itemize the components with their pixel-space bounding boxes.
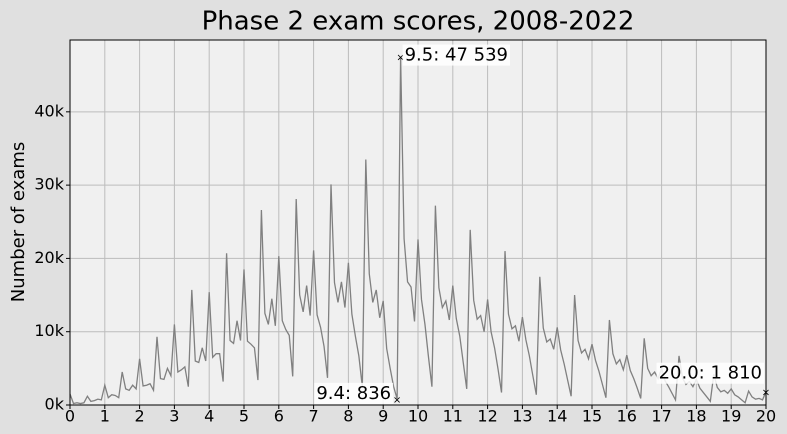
x-tick-label: 14 bbox=[547, 407, 567, 426]
x-tick-label: 7 bbox=[309, 407, 319, 426]
annotation-label: 9.4: 836 bbox=[316, 383, 391, 404]
y-tick-label: 0k bbox=[45, 395, 65, 414]
x-tick-label: 6 bbox=[274, 407, 284, 426]
x-tick-label: 18 bbox=[686, 407, 706, 426]
y-tick-label: 20k bbox=[34, 248, 64, 267]
x-tick-label: 2 bbox=[135, 407, 145, 426]
x-tick-label: 13 bbox=[512, 407, 532, 426]
annotation-background bbox=[656, 362, 764, 384]
annotation-marker: × bbox=[396, 53, 404, 64]
x-tick-label: 8 bbox=[343, 407, 353, 426]
annotation-background bbox=[314, 382, 394, 404]
x-tick-label: 3 bbox=[169, 407, 179, 426]
x-tick-label: 11 bbox=[443, 407, 463, 426]
x-tick-label: 20 bbox=[756, 407, 776, 426]
plot-frame bbox=[69, 39, 767, 406]
annotation-marker: × bbox=[393, 395, 401, 406]
x-tick-label: 15 bbox=[582, 407, 602, 426]
x-tick-label: 0 bbox=[65, 407, 75, 426]
x-tick-label: 9 bbox=[378, 407, 388, 426]
x-tick-label: 10 bbox=[408, 407, 428, 426]
x-tick-label: 12 bbox=[477, 407, 497, 426]
x-tick-label: 16 bbox=[617, 407, 637, 426]
annotation-marker: × bbox=[762, 388, 770, 399]
x-tick-label: 4 bbox=[204, 407, 214, 426]
x-tick-label: 19 bbox=[721, 407, 741, 426]
x-tick-label: 5 bbox=[239, 407, 249, 426]
y-axis-label: Number of exams bbox=[8, 142, 29, 302]
x-tick-label: 1 bbox=[100, 407, 110, 426]
annotation-label: 9.5: 47 539 bbox=[405, 45, 508, 66]
x-tick-label: 17 bbox=[651, 407, 671, 426]
y-tick-label: 10k bbox=[34, 321, 64, 340]
annotation-background bbox=[402, 44, 511, 66]
y-tick-label: 30k bbox=[34, 175, 64, 194]
y-tick-label: 40k bbox=[34, 101, 64, 120]
data-line bbox=[69, 56, 767, 405]
annotation-label: 20.0: 1 810 bbox=[659, 363, 762, 384]
chart-title: Phase 2 exam scores, 2008-2022 bbox=[202, 7, 635, 37]
